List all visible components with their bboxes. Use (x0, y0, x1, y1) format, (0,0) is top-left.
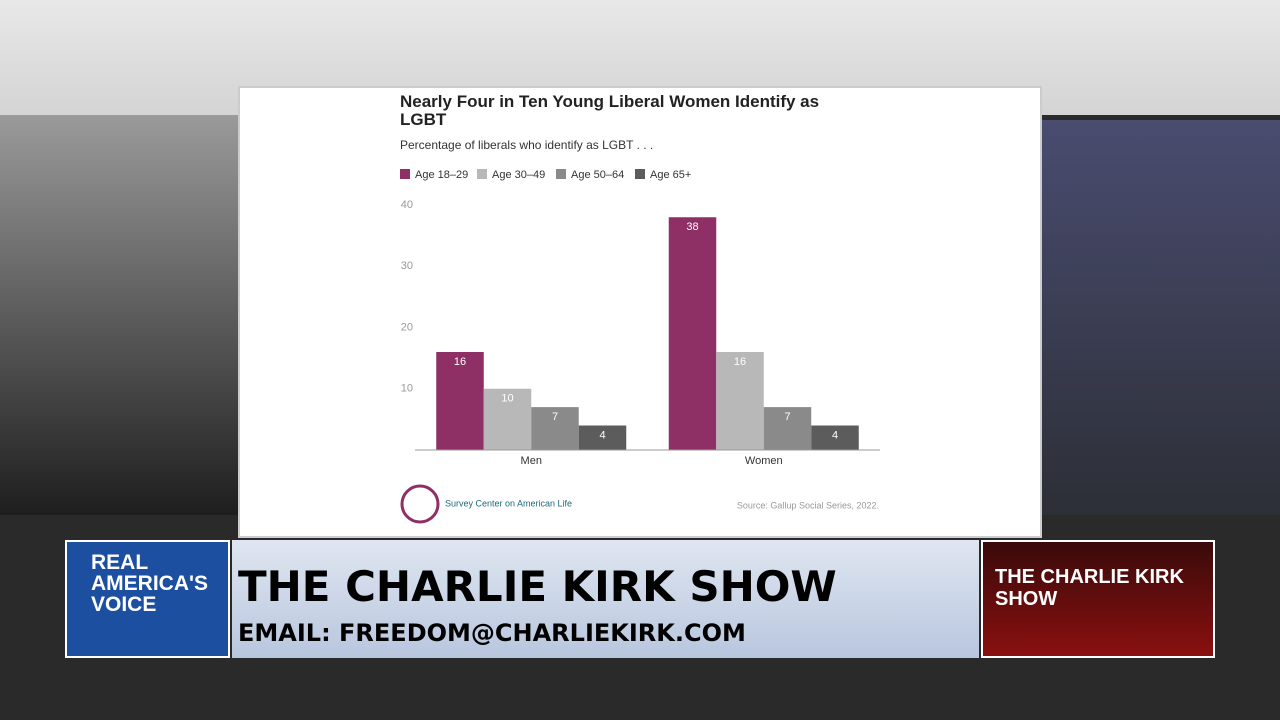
bar (578, 425, 627, 450)
data-label: 16 (734, 356, 746, 368)
legend-label: Age 65+ (650, 169, 691, 181)
email: EMAIL: FREEDOM@CHARLIEKIRK.COM (238, 619, 746, 647)
legend-swatch (556, 169, 566, 179)
data-label: 4 (599, 429, 605, 441)
x-tick-label: Men (521, 455, 542, 467)
host-video-right (1040, 120, 1280, 515)
legend-swatch (635, 169, 645, 179)
y-tick-label: 20 (401, 321, 413, 333)
y-tick-label: 10 (401, 383, 413, 395)
bar (763, 407, 812, 450)
y-tick-label: 30 (401, 260, 413, 272)
bar (483, 388, 532, 450)
legend-swatch (400, 169, 410, 179)
network-logo: REAL AMERICA'S VOICE (65, 540, 230, 658)
bar (436, 352, 484, 450)
legend-label: Age 18–29 (415, 169, 468, 181)
data-label: 38 (686, 221, 698, 233)
network-name: REAL AMERICA'S VOICE (91, 551, 208, 616)
data-label: 4 (832, 429, 838, 441)
source: Source: Gallup Social Series, 2022. (737, 500, 879, 510)
logo-text: Survey Center on American Life (445, 498, 572, 508)
legend-label: Age 30–49 (492, 169, 545, 181)
banner: THE CHARLIE KIRK SHOW EMAIL: FREEDOM@CHA… (232, 540, 979, 658)
data-label: 7 (784, 411, 790, 423)
bar (531, 407, 579, 450)
data-label: 7 (552, 411, 558, 423)
chart-title: Nearly Four in Ten Young Liberal Women I… (400, 92, 820, 129)
legend-label: Age 50–64 (571, 169, 624, 181)
logo-icon (400, 484, 440, 524)
data-label: 16 (454, 356, 466, 368)
chart-panel (238, 86, 1042, 538)
x-tick-label: Women (745, 455, 783, 467)
data-label: 10 (501, 393, 513, 405)
show-title: THE CHARLIE KIRK SHOW (238, 562, 837, 611)
bar (668, 217, 717, 450)
host-video-left (0, 115, 240, 515)
show-logo: THE CHARLIE KIRK SHOW (981, 540, 1215, 658)
legend-swatch (477, 169, 487, 179)
chart-subtitle: Percentage of liberals who identify as L… (400, 138, 653, 152)
show-logo-text: THE CHARLIE KIRK SHOW (995, 566, 1184, 610)
y-tick-label: 40 (401, 199, 413, 211)
bar (716, 352, 764, 450)
bar (811, 425, 859, 450)
